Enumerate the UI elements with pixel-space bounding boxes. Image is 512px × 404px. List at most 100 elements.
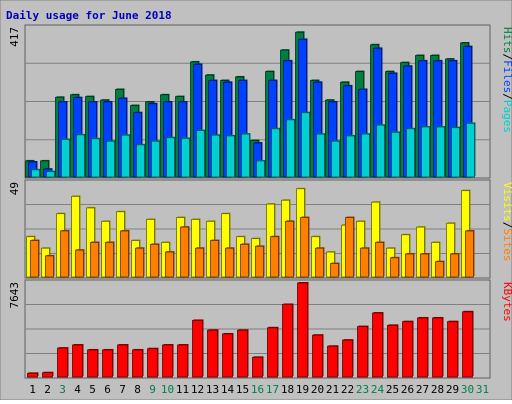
bar-pages-day-29: [451, 127, 460, 178]
bar-kbytes-day-24: [372, 312, 383, 378]
bar-sites-day-29: [450, 253, 459, 278]
bar-kbytes-day-9: [147, 348, 158, 378]
bar-pages-day-6: [106, 140, 115, 178]
day-label-5: 5: [89, 383, 96, 396]
day-label-12: 12: [191, 383, 204, 396]
bar-pages-day-23: [361, 133, 370, 178]
bar-kbytes-day-13: [207, 329, 218, 378]
bar-sites-day-9: [150, 243, 159, 278]
bar-kbytes-day-19: [297, 282, 308, 378]
bar-kbytes-day-18: [282, 304, 293, 378]
bar-kbytes-day-28: [432, 317, 443, 378]
bar-pages-day-8: [136, 144, 145, 178]
ymax-label: 417: [8, 27, 21, 47]
bar-pages-day-27: [421, 126, 430, 178]
bar-kbytes-day-16: [252, 356, 263, 378]
bar-sites-day-12: [195, 247, 204, 278]
bar-sites-day-18: [285, 220, 294, 278]
bar-sites-day-19: [300, 217, 309, 278]
legend-separator: /: [501, 54, 512, 61]
day-label-6: 6: [104, 383, 111, 396]
day-label-4: 4: [74, 383, 81, 396]
day-label-26: 26: [401, 383, 414, 396]
day-label-16: 16: [251, 383, 264, 396]
day-label-22: 22: [341, 383, 354, 396]
bar-pages-day-19: [301, 112, 310, 178]
day-label-13: 13: [206, 383, 219, 396]
bar-sites-day-24: [375, 242, 384, 278]
bar-sites-day-20: [315, 247, 324, 278]
bar-kbytes-day-27: [417, 317, 428, 378]
bar-pages-day-18: [286, 119, 295, 178]
bar-pages-day-15: [241, 133, 250, 178]
bar-sites-day-7: [120, 230, 129, 278]
day-label-2: 2: [44, 383, 51, 396]
bar-sites-day-6: [105, 242, 114, 278]
day-label-24: 24: [371, 383, 385, 396]
bar-sites-day-11: [180, 226, 189, 278]
bar-pages-day-21: [331, 140, 340, 178]
day-label-3: 3: [59, 383, 66, 396]
bar-pages-day-1: [31, 169, 40, 178]
bar-kbytes-day-4: [72, 344, 83, 378]
bar-kbytes-day-30: [462, 311, 473, 378]
bar-pages-day-28: [436, 126, 445, 178]
day-label-8: 8: [134, 383, 141, 396]
bar-pages-day-3: [61, 139, 70, 178]
bar-pages-day-14: [226, 135, 235, 178]
day-label-1: 1: [29, 383, 36, 396]
bar-pages-day-11: [181, 138, 190, 178]
bar-pages-day-12: [196, 130, 205, 178]
bar-kbytes-day-22: [342, 339, 353, 378]
day-label-7: 7: [119, 383, 126, 396]
day-label-23: 23: [356, 383, 369, 396]
legend-separator: /: [501, 93, 512, 100]
legend-kbytes: KBytes: [501, 282, 512, 322]
bar-kbytes-day-5: [87, 349, 98, 378]
bar-sites-day-1: [30, 240, 39, 278]
panel-hits-files-pages: 417 Hits/Files/Pages: [8, 24, 512, 179]
bar-kbytes-day-14: [222, 333, 233, 378]
legend-label-sites: Sites: [501, 228, 512, 261]
day-label-29: 29: [446, 383, 459, 396]
bar-pages-day-10: [166, 137, 175, 178]
bar-sites-day-17: [270, 236, 279, 278]
day-label-14: 14: [221, 383, 235, 396]
bar-sites-day-25: [390, 257, 399, 278]
chart-title: Daily usage for June 2018: [6, 9, 172, 22]
bar-pages-day-9: [151, 140, 160, 178]
bar-kbytes-day-3: [57, 347, 68, 378]
bar-sites-day-14: [225, 247, 234, 278]
bar-pages-day-22: [346, 135, 355, 178]
bar-kbytes-day-1: [27, 372, 38, 378]
bar-sites-day-15: [240, 243, 249, 278]
bar-kbytes-day-25: [387, 324, 398, 378]
day-label-30: 30: [461, 383, 474, 396]
ymax-label: 7643: [8, 282, 21, 309]
ymax-label: 49: [8, 182, 21, 195]
bar-sites-day-23: [360, 247, 369, 278]
bar-sites-day-28: [435, 261, 444, 278]
bar-pages-day-5: [91, 138, 100, 178]
legend-label-pages: Pages: [501, 100, 512, 133]
bar-kbytes-day-6: [102, 349, 113, 378]
day-label-20: 20: [311, 383, 324, 396]
bar-pages-day-17: [271, 128, 280, 178]
bar-sites-day-3: [60, 230, 69, 278]
day-label-31: 31: [476, 383, 489, 396]
bar-kbytes-day-7: [117, 344, 128, 378]
bar-sites-day-5: [90, 242, 99, 278]
bar-pages-day-20: [316, 133, 325, 178]
bar-kbytes-day-2: [42, 372, 53, 378]
legend-hits-files-pages: Hits/Files/Pages: [501, 27, 512, 133]
legend-visits-sites: Visits/Sites: [501, 182, 512, 262]
panel-kbytes: 7643 KBytes: [8, 279, 512, 379]
bar-pages-day-25: [391, 131, 400, 178]
bar-pages-day-16: [256, 160, 265, 178]
day-label-19: 19: [296, 383, 309, 396]
panel-visits-sites: 49 Visits/Sites: [8, 179, 512, 279]
bar-pages-day-30: [466, 123, 475, 178]
day-label-25: 25: [386, 383, 399, 396]
